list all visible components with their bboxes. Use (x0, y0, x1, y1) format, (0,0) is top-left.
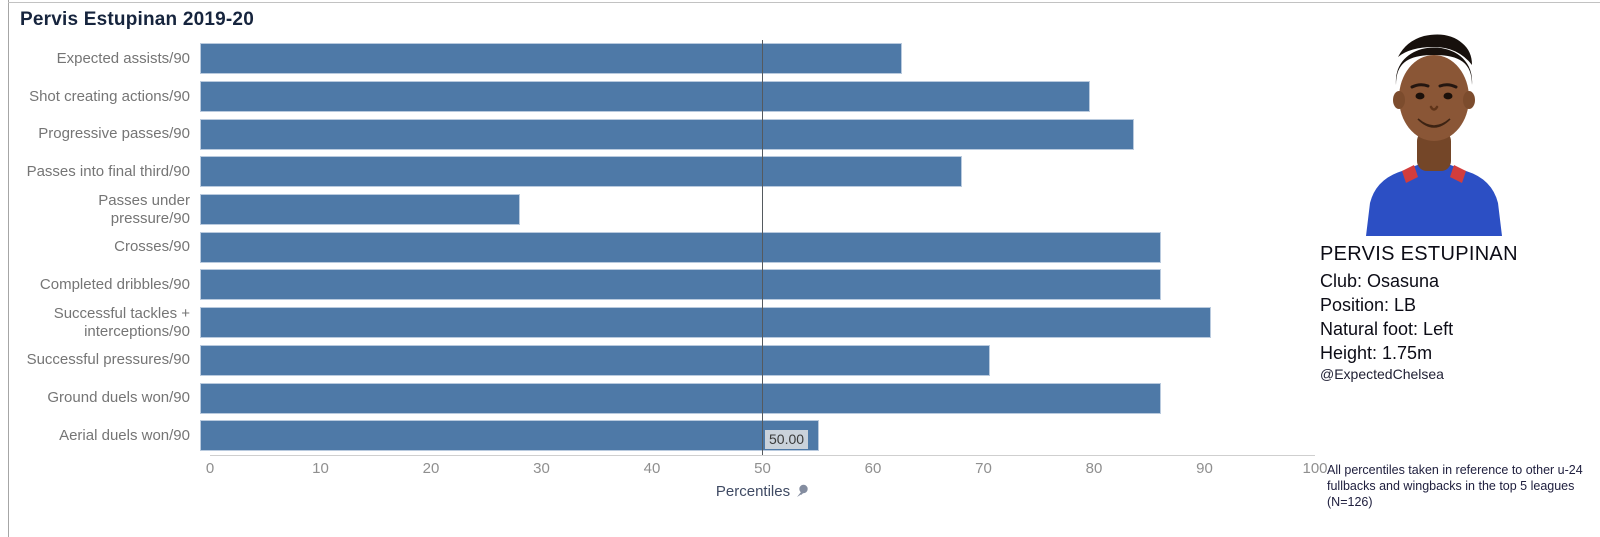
x-axis-line (210, 455, 1315, 456)
player-info: PERVIS ESTUPINAN Club: Osasuna Position:… (1320, 243, 1518, 382)
category-label: Shot creating actions/90 (29, 87, 190, 105)
x-tick-50: 50 (754, 460, 771, 477)
category-label: Crosses/90 (114, 238, 190, 256)
x-tick-60: 60 (864, 460, 882, 477)
category-label: Aerial duels won/90 (59, 426, 190, 444)
category-label: Completed dribbles/90 (39, 275, 190, 293)
bar-chart: Expected assists/90 Shot creating actions… (10, 40, 1315, 455)
player-club: Club: Osasuna (1320, 271, 1440, 291)
bar-track (200, 231, 1305, 263)
bar-progressive-passes90[interactable] (200, 118, 1134, 150)
x-axis-ticks: 0 10 20 30 40 50 60 70 80 90 100 (206, 460, 1328, 478)
pushpin-icon[interactable] (796, 484, 809, 502)
x-tick-70: 70 (975, 460, 992, 477)
chart-row: Shot creating actions/90 (10, 78, 1315, 116)
x-tick-10: 10 (312, 460, 329, 477)
chart-row: Ground duels won/90 (10, 379, 1315, 417)
window-left-border (8, 0, 9, 537)
chart-row: Passes under pressure/90 (10, 191, 1315, 229)
bar-completed-dribbles90[interactable] (200, 269, 1162, 301)
category-label: Ground duels won/90 (47, 389, 190, 407)
hair (1395, 47, 1473, 85)
category-label: Successful pressures/90 (26, 351, 190, 369)
bar-track (200, 269, 1305, 301)
bar-track (200, 194, 1305, 226)
x-tick-40: 40 (643, 460, 661, 477)
player-photo (1358, 5, 1510, 236)
x-tick-30: 30 (533, 460, 550, 477)
x-tick-80: 80 (1085, 460, 1103, 477)
category-label: Passes under pressure/90 (98, 191, 190, 227)
bar-track (200, 382, 1305, 414)
chart-row: Crosses/90 (10, 228, 1315, 266)
footnote: All percentiles taken in reference to ot… (1327, 463, 1583, 509)
chart-row: Expected assists/90 (10, 40, 1315, 78)
x-tick-90: 90 (1196, 460, 1213, 477)
bar-track (200, 344, 1305, 376)
bar-track (200, 307, 1305, 339)
bar-passes-into-final-third90[interactable] (200, 156, 963, 188)
chart-row: Successful pressures/90 (10, 342, 1315, 380)
category-label: Progressive passes/90 (38, 125, 190, 143)
bar-aerial-duels-won90[interactable] (200, 420, 819, 452)
bar-passes-under-pressure90[interactable] (200, 194, 521, 226)
category-label: Successful tackles + interceptions/90 (53, 304, 190, 340)
bar-crosses90[interactable] (200, 231, 1162, 263)
player-foot: Natural foot: Left (1320, 319, 1454, 340)
twitter-handle: @ExpectedChelsea (1320, 366, 1444, 383)
category-label: Expected assists/90 (56, 49, 190, 67)
chart-row: Successful tackles + interceptions/90 (10, 304, 1315, 342)
category-label: Passes into final third/90 (26, 162, 190, 180)
chart-row: Passes into final third/90 (10, 153, 1315, 191)
x-tick-20: 20 (422, 460, 440, 477)
chart-row: Progressive passes/90 (10, 115, 1315, 153)
bar-successful-tackles--interceptions90[interactable] (200, 307, 1212, 339)
window-top-border (8, 2, 1600, 3)
bar-ground-duels-won90[interactable] (200, 382, 1162, 414)
x-axis-title: Percentiles (210, 483, 1315, 502)
bar-track (200, 118, 1305, 150)
bar-track (200, 420, 1305, 452)
x-tick-100: 100 (1302, 460, 1328, 477)
player-name: PERVIS ESTUPINAN (1320, 243, 1518, 265)
chart-row: Aerial duels won/90 (10, 417, 1315, 455)
player-height: Height: 1.75m (1320, 343, 1433, 364)
reference-line-label: 50.00 (765, 430, 809, 449)
reference-line-50 (762, 40, 763, 455)
x-axis-title-label: Percentiles (715, 483, 791, 500)
chart-title: Pervis Estupinan 2019-20 (20, 9, 254, 30)
bar-expected-assists90[interactable] (200, 43, 902, 75)
bar-successful-pressures90[interactable] (200, 344, 991, 376)
bar-shot-creating-actions90[interactable] (200, 81, 1090, 113)
bar-track (200, 43, 1305, 75)
bar-track (200, 81, 1305, 113)
jersey (1366, 164, 1502, 236)
x-tick-0: 0 (205, 460, 215, 477)
player-position: Position: LB (1320, 295, 1417, 316)
chart-row: Completed dribbles/90 (10, 266, 1315, 304)
bar-track (200, 156, 1305, 188)
